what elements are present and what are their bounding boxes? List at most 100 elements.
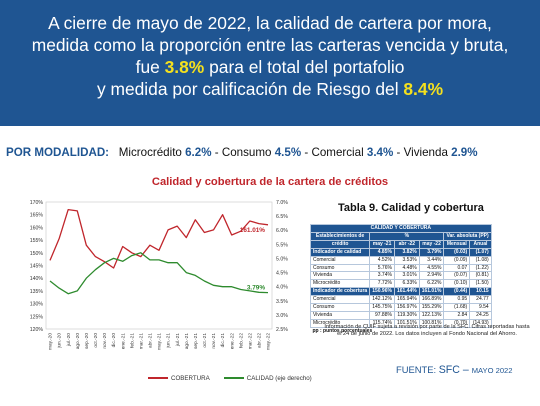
table-row: Vivienda 97.88% 119.30% 122.13% 2.84 24.25: [309, 310, 492, 320]
x-tick-label: mar.-21: [138, 333, 144, 350]
table-cell: (1.08): [469, 255, 492, 265]
table-row: Vivienda 3.74% 3.01% 2.94% (0.07) (0.81): [309, 271, 492, 281]
table-cell: 9.54: [469, 303, 492, 312]
table-header-cell: Var. absoluta (PP): [443, 231, 492, 241]
y-right-tick-label: 2.5%: [276, 327, 288, 333]
table-cell: 165.94%: [393, 295, 420, 305]
x-tick-label: oct.-20: [93, 333, 99, 348]
table-cell: 24.77: [469, 295, 492, 305]
table-row-label: Vivienda: [309, 310, 371, 320]
table-cell: 156.97%: [393, 303, 420, 312]
x-tick-label: ene.-21: [120, 333, 126, 350]
table-header-cell: Anual: [469, 239, 492, 249]
table-cell: (1.50): [469, 279, 492, 289]
x-tick-label: sep.-20: [84, 333, 90, 349]
legend-label: COBERTURA: [171, 375, 210, 382]
x-tick-label: nov.-21: [211, 333, 217, 349]
table-row-label: Vivienda: [309, 271, 371, 281]
y-left-tick-label: 160%: [30, 225, 44, 231]
y-left-tick-label: 145%: [30, 264, 44, 270]
table-row-label: Microcrédito: [309, 318, 371, 328]
table-title: Tabla 9. Calidad y cobertura: [338, 202, 484, 214]
table-cell: (1.07): [469, 247, 492, 257]
y-right-tick-label: 3.0%: [276, 313, 288, 319]
x-tick-label: dic.-20: [111, 333, 117, 348]
modality-name: Vivienda: [403, 146, 448, 159]
table-cell: 7.72%: [369, 279, 395, 289]
modality-lead: POR MODALIDAD:: [6, 146, 110, 159]
legend-item-calidad: CALIDAD (eje derecho): [223, 375, 312, 382]
table-cell: 6.22%: [418, 279, 445, 289]
source-credit: FUENTE: SFC – MAYO 2022: [396, 364, 513, 376]
y-left-tick-label: 170%: [30, 200, 44, 206]
data-note: Información de CUIF sujeta a revisión po…: [324, 324, 530, 337]
modality-name: Microcrédito: [118, 146, 182, 159]
x-tick-label: ago.-20: [75, 333, 81, 350]
legend-item-cobertura: COBERTURA: [148, 375, 210, 382]
table-cell: 10.15: [469, 287, 492, 297]
table-footnote-row: pp : puntos porcentuales: [311, 327, 492, 334]
table-cell: (1.22): [469, 263, 492, 273]
modality-name: Comercial: [311, 146, 364, 159]
y-left-tick-label: 155%: [30, 238, 44, 244]
series-end-label: 3.79%: [247, 285, 265, 292]
line-chart: 120% 125% 130% 135% 140% 145% 150% 155% 160% 165%…: [30, 200, 288, 350]
table-cell: (0.10): [443, 279, 471, 289]
headline-line-1: A cierre de mayo de 2022, la calidad de …: [48, 13, 492, 33]
table-cell: 150.96%: [369, 287, 395, 297]
y-left-tick-label: 150%: [30, 251, 44, 257]
table-row: Comercial 142.12% 165.94% 166.89% 0.95 24.77: [309, 295, 492, 305]
y-left-tick-label: 165%: [30, 213, 44, 219]
table-cell: 97.88%: [369, 310, 395, 320]
table-header-row: crédito may -21 abr -22 may -22 Mensual …: [309, 239, 492, 249]
table-row-label: Microcrédito: [309, 279, 371, 289]
x-tick-label: mar.-22: [247, 333, 253, 350]
x-tick-label: feb.-21: [129, 333, 135, 348]
series-end-label: 161.01%: [240, 227, 266, 234]
modality-sep: -: [393, 146, 404, 159]
modality-sep: -: [211, 146, 222, 159]
table-cell: 145.75%: [369, 303, 395, 312]
headline-line-3: fue 3.8% para el total del portafolio: [0, 56, 540, 78]
chart-title: Calidad y cobertura de la cartera de cré…: [151, 176, 389, 188]
legend-swatch: [148, 377, 168, 380]
table-cell: (0.44): [443, 287, 471, 297]
table-cell: 3.01%: [393, 271, 420, 281]
headline-line-2: medida como la proporción entre las cart…: [31, 35, 509, 55]
table-row: Microcrédito 7.72% 6.33% 6.22% (0.10) (1.50): [309, 279, 492, 289]
y-right-tick-label: 6.0%: [276, 228, 288, 234]
table-cell: 0.07: [443, 263, 471, 273]
modality-value: 4.5%: [274, 146, 302, 159]
y-left-tick-label: 125%: [30, 314, 44, 320]
modality-name: Consumo: [221, 146, 272, 159]
table-cell: 166.89%: [418, 295, 445, 305]
y-right-tick-label: 7.0%: [276, 200, 288, 206]
x-tick-label: feb.-22: [238, 333, 244, 348]
quality-coverage-table: CALIDAD Y COBERTURA Establecimientos de …: [309, 224, 492, 335]
table-cell: 3.79%: [418, 247, 445, 257]
table-row: Indicador de calidad 4.85% 3.82% 3.79% (0.03…: [309, 247, 492, 257]
headline-text: para el total del portafolio: [204, 57, 405, 77]
series-line-cobertura: [49, 208, 269, 269]
x-tick-label: dic.-21: [220, 333, 226, 348]
y-right-tick-label: 6.5%: [276, 214, 288, 220]
modality-value: 3.4%: [366, 146, 394, 159]
x-tick-label: abr.-22: [257, 333, 263, 348]
source-label: FUENTE:: [396, 364, 439, 375]
modality-value: 2.9%: [451, 146, 478, 159]
y-left-tick-label: 135%: [30, 289, 44, 295]
table-cell: 122.13%: [418, 310, 445, 320]
x-tick-label: jul.-20: [66, 333, 72, 347]
table-cell: 5.76%: [369, 263, 395, 273]
table-row-label: Comercial: [309, 295, 371, 305]
headline-text: fue: [135, 57, 165, 77]
series-line-calidad: [49, 252, 269, 295]
modality-summary: POR MODALIDAD: Microcrédito 6.2% - Consu…: [6, 146, 536, 159]
x-tick-label: ene.-22: [229, 333, 235, 350]
table-header-cell: abr -22: [393, 239, 420, 249]
table-cell: 3.44%: [418, 255, 445, 265]
table-header-cell: may -21: [369, 239, 395, 249]
x-tick-label: nov.-20: [102, 333, 108, 349]
legend-label: CALIDAD (eje derecho): [246, 375, 312, 382]
table-header-cell: %: [369, 231, 445, 241]
